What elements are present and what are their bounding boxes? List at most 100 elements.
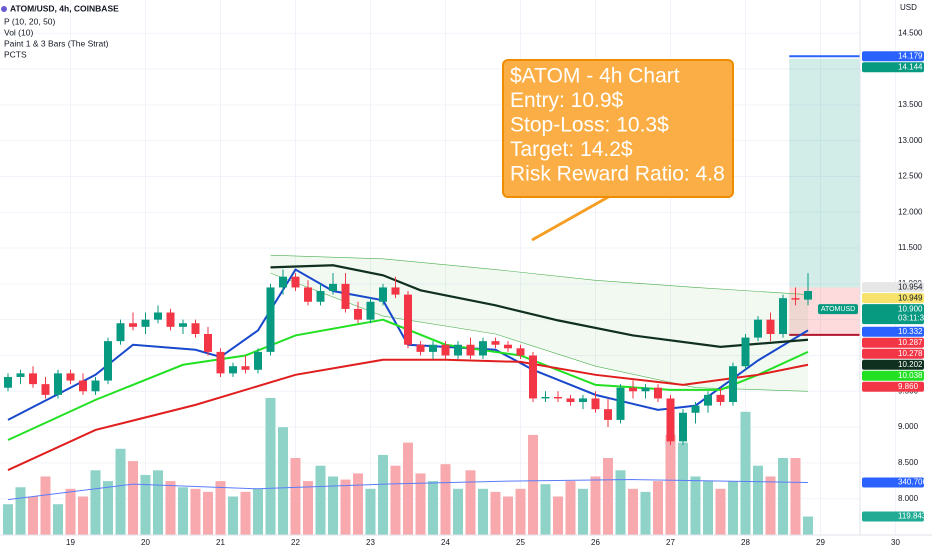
x-tick-label: 21 xyxy=(216,538,225,547)
volume-bar xyxy=(140,474,151,535)
candle-body xyxy=(529,355,537,399)
x-tick-label: 19 xyxy=(66,538,75,547)
volume-bar xyxy=(628,488,638,535)
candle-body xyxy=(616,387,625,420)
candle-layer xyxy=(4,269,812,445)
candle-body xyxy=(341,283,350,309)
volume-bar xyxy=(403,442,413,535)
volume-bar xyxy=(578,488,588,535)
volume-bar xyxy=(115,448,126,535)
candle-body xyxy=(641,387,650,392)
candle-body xyxy=(54,373,62,395)
volume-bar xyxy=(653,481,663,535)
volume-bar xyxy=(465,470,476,535)
volume-bar xyxy=(615,470,626,535)
annotation-text: Entry: 10.9$ xyxy=(510,89,624,112)
candle-body xyxy=(91,380,100,392)
candle-body xyxy=(291,276,300,288)
candle-body xyxy=(466,344,475,356)
candle-body xyxy=(479,341,487,356)
candle-body xyxy=(591,398,600,410)
price-tag xyxy=(862,282,924,293)
candle-body xyxy=(416,344,425,352)
legend: ATOM/USD, 4h, COINBASE P (10, 20, 50) Vo… xyxy=(1,3,119,59)
x-tick-label: 25 xyxy=(516,538,525,547)
volume-bar xyxy=(103,481,113,535)
volume-bar xyxy=(328,476,338,535)
candle-body xyxy=(504,344,512,349)
candle-body xyxy=(366,301,375,320)
candle-body xyxy=(704,394,712,406)
price-tag xyxy=(862,359,924,370)
x-tick-label: 29 xyxy=(816,538,825,547)
candle-body xyxy=(241,366,250,370)
candle-body xyxy=(429,344,437,352)
candle-body xyxy=(254,351,262,370)
candle-body xyxy=(566,398,575,403)
indicator-label: PCTS xyxy=(4,49,27,59)
volume-bar xyxy=(515,488,526,535)
volume-bar xyxy=(503,496,513,535)
countdown-label: 03:11:31 xyxy=(898,313,929,322)
candle-body xyxy=(66,373,75,381)
candle-body xyxy=(354,308,362,320)
volume-bar xyxy=(415,473,426,535)
y-tick-label: 13.500 xyxy=(898,100,923,109)
volume-bar xyxy=(265,397,276,535)
volume-bar xyxy=(590,476,601,535)
candle-body xyxy=(166,312,175,327)
volume-bar xyxy=(778,457,788,535)
volume-bar xyxy=(278,427,288,535)
pcts-band-fill xyxy=(270,255,808,392)
volume-bar xyxy=(315,465,326,535)
price-tag-label: 10.287 xyxy=(898,338,923,347)
price-tag xyxy=(862,62,924,73)
candle-body xyxy=(216,351,225,374)
candle-body xyxy=(654,387,662,399)
volume-bar xyxy=(53,504,63,535)
volume-bar xyxy=(90,470,101,535)
volume-bar xyxy=(803,516,813,535)
candle-body xyxy=(629,387,637,392)
price-tag-label: 340.706K xyxy=(898,478,932,487)
volume-bar xyxy=(728,481,738,535)
candle-body xyxy=(791,298,800,300)
volume-bar xyxy=(740,411,751,535)
y-tick-label: 9.000 xyxy=(898,422,919,431)
y-tick-label: 14.500 xyxy=(898,28,923,37)
volume-bar xyxy=(528,434,538,535)
indicator-line xyxy=(270,264,809,348)
indicator-label: Vol (10) xyxy=(4,27,33,37)
volume-bar xyxy=(165,481,176,535)
price-tag-label: 14.144 xyxy=(898,62,923,71)
candle-body xyxy=(266,287,275,352)
volume-bar xyxy=(665,434,676,535)
volume-bar xyxy=(190,488,201,535)
candle-body xyxy=(79,380,87,392)
candle-body xyxy=(666,398,675,442)
price-tag-label: 14.179 xyxy=(898,51,923,60)
candle-body xyxy=(579,398,587,403)
price-tag xyxy=(862,293,924,304)
candle-body xyxy=(779,298,787,334)
candle-body xyxy=(229,366,237,374)
position-profit-zone xyxy=(789,58,860,288)
y-tick-label: 12.500 xyxy=(898,172,923,181)
price-tag xyxy=(862,326,924,337)
annotation-text: Target: 14.2$ xyxy=(510,138,633,161)
candle-body xyxy=(329,283,337,292)
candle-body xyxy=(29,373,37,385)
volume-bar xyxy=(565,481,576,535)
volume-bar xyxy=(690,476,701,535)
candle-body xyxy=(716,394,725,403)
volume-bar xyxy=(240,491,251,535)
volume-bar xyxy=(178,487,188,535)
volume-ma-line xyxy=(7,479,809,501)
symbol-tag-label: ATOMUSD xyxy=(821,306,855,313)
annotation-pointer xyxy=(531,194,611,242)
chart-title: ATOM/USD, 4h, COINBASE xyxy=(10,3,119,13)
x-tick-label: 24 xyxy=(441,538,450,547)
volume-bar xyxy=(215,481,226,535)
candle-body xyxy=(116,323,125,342)
